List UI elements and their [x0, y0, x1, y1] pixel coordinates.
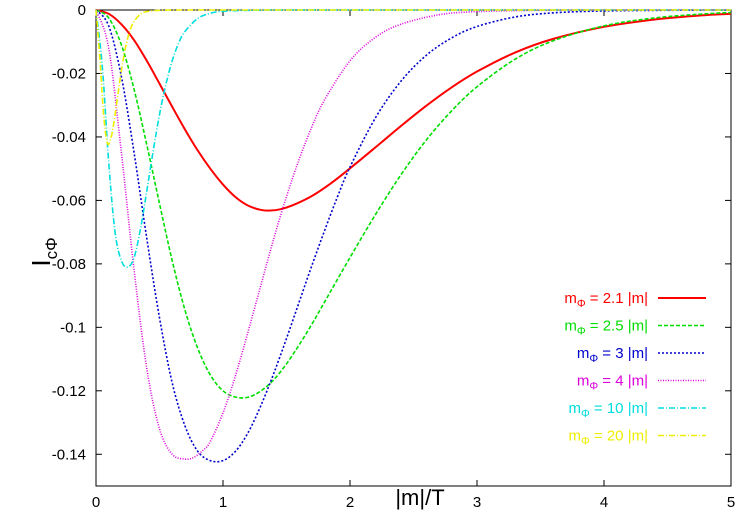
y-tick-label: -0.04	[52, 129, 86, 146]
legend-entry-label: mΦ = 4 |m|	[577, 373, 648, 393]
x-axis-label: |m|/T	[395, 485, 444, 510]
y-tick-label: -0.02	[52, 65, 86, 82]
series-line-3	[95, 9, 732, 463]
y-tick-label: -0.12	[52, 383, 86, 400]
series-line-6	[95, 9, 731, 146]
legend-entry-label: mΦ = 2.5 |m|	[564, 318, 648, 338]
x-tick-label: 5	[727, 494, 735, 511]
series-layer	[95, 9, 732, 463]
y-tick-label: -0.06	[52, 192, 86, 209]
series-line-5	[95, 9, 731, 268]
y-tick-label: 0	[78, 2, 86, 19]
series-line-2	[95, 9, 732, 399]
y-tick-label: -0.14	[52, 446, 86, 463]
legend: mΦ = 2.1 |m| mΦ = 2.5 |m| mΦ = 3 |m| mΦ = 4…	[564, 290, 706, 448]
x-tick-label: 3	[473, 494, 481, 511]
legend-entry-label: mΦ = 20 |m|	[568, 428, 648, 448]
y-axis-label: IcΦ	[26, 237, 61, 266]
x-tick-label: 0	[92, 494, 100, 511]
y-tick-label: -0.1	[60, 319, 86, 336]
legend-entry-label: mΦ = 2.1 |m|	[564, 290, 648, 310]
y-tick-label: -0.08	[52, 256, 86, 273]
y-axis-ticks: 0 -0.02 -0.04 -0.06 -0.08 -0.1 -0.12 -0.14	[52, 2, 731, 463]
x-tick-label: 2	[346, 494, 354, 511]
legend-entry-label: mΦ = 10 |m|	[568, 400, 648, 420]
series-line-1	[95, 9, 732, 212]
x-tick-label: 4	[600, 494, 608, 511]
legend-entry-label: mΦ = 3 |m|	[577, 345, 648, 365]
series-line-4	[95, 9, 732, 461]
x-tick-label: 1	[219, 494, 227, 511]
x-axis-ticks: 0 1 2 3 4 5	[92, 10, 735, 511]
y-axis-label-main: I	[26, 259, 56, 266]
y-axis-label-sub: cΦ	[42, 237, 61, 259]
